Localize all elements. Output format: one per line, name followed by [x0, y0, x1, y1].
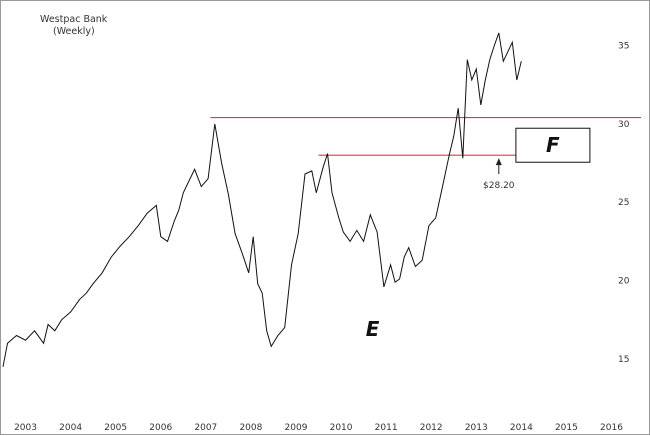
x-tick-label: 2003	[14, 423, 37, 433]
x-tick-label: 2013	[465, 423, 488, 433]
annotations: $28.20 E F	[366, 127, 591, 341]
x-tick-label: 2011	[375, 423, 398, 433]
price-series-line	[2, 32, 522, 367]
label-box	[515, 127, 591, 163]
y-axis-ticks: 15 20 25 30 35	[618, 41, 630, 364]
x-tick-label: 2005	[104, 423, 127, 433]
y-tick-label: 20	[618, 277, 630, 287]
x-tick-label: 2012	[420, 423, 443, 433]
price-arrow-head	[495, 158, 502, 166]
y-tick-label: 15	[618, 355, 629, 365]
price-label: $28.20	[483, 181, 515, 191]
y-tick-label: 35	[618, 41, 629, 51]
chart-subtitle: (Weekly)	[53, 26, 95, 37]
resistance-lines	[210, 116, 641, 156]
x-tick-label: 2009	[285, 423, 308, 433]
x-tick-label: 2016	[600, 423, 623, 433]
x-tick-label: 2008	[239, 423, 262, 433]
x-tick-label: 2006	[149, 423, 172, 433]
x-tick-label: 2004	[59, 423, 82, 433]
y-tick-label: 25	[618, 198, 629, 208]
chart-title: Westpac Bank	[40, 14, 108, 25]
pattern-label: E	[366, 317, 380, 341]
x-tick-label: 2015	[555, 423, 578, 433]
pattern-label: F	[546, 133, 560, 157]
x-tick-label: 2014	[510, 423, 533, 433]
y-tick-label: 30	[618, 120, 630, 130]
x-tick-label: 2007	[194, 423, 217, 433]
x-tick-label: 2010	[330, 423, 353, 433]
x-axis-ticks: 2003 2004 2005 2006 2007 2008 2009 2010 2011 2012…	[14, 423, 623, 433]
